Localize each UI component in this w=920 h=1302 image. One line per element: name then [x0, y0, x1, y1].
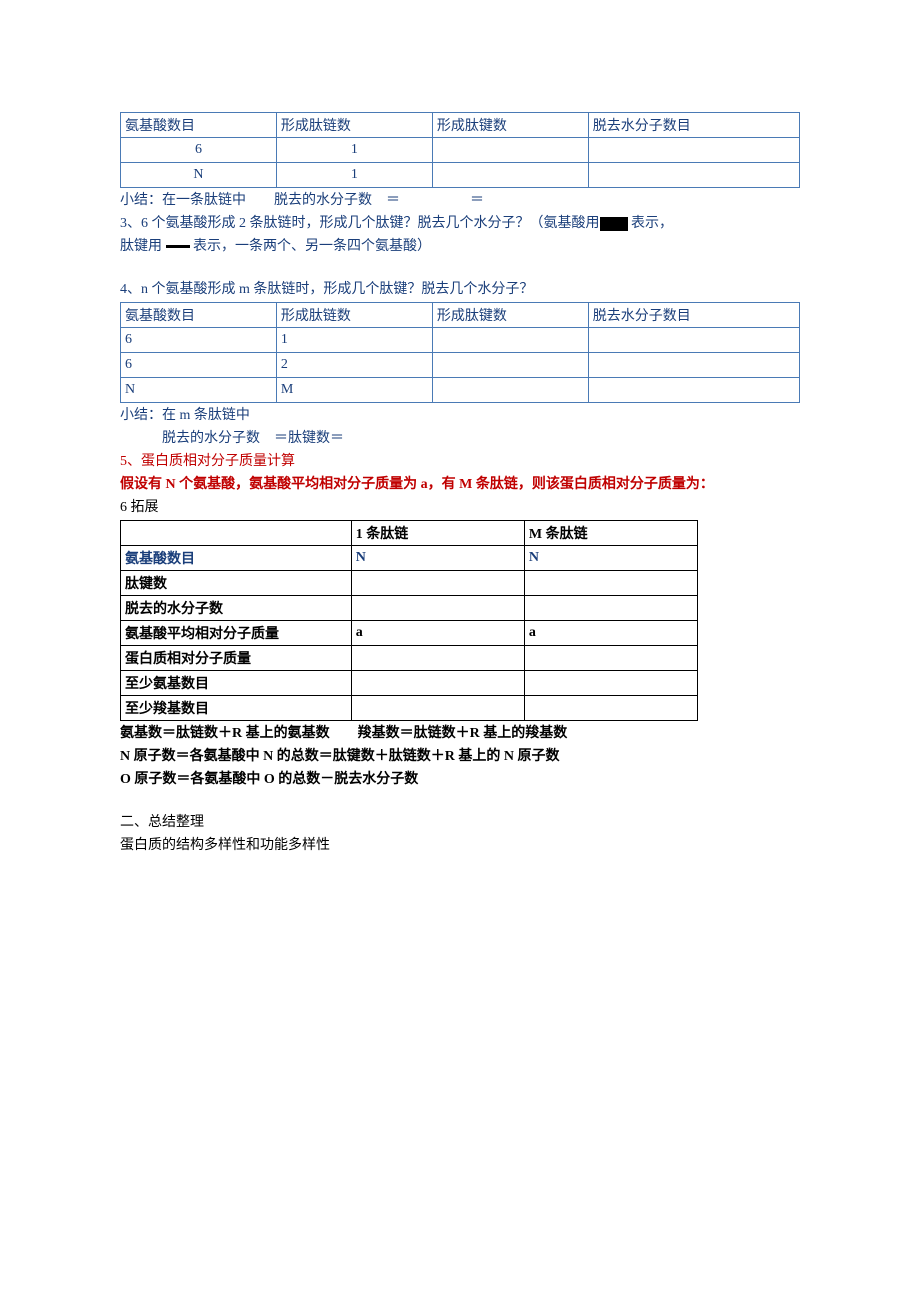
formula-text-2: N 原子数＝各氨基酸中 N 的总数＝肽键数＋肽链数＋R 基上的 N 原子数: [120, 746, 800, 767]
summary-text-2b: 脱去的水分子数 ＝肽键数＝: [120, 428, 800, 449]
table-row: N 1: [121, 163, 800, 188]
row-label: 氨基酸平均相对分子质量: [121, 621, 352, 646]
cell: [588, 328, 799, 353]
cell: [432, 353, 588, 378]
table-row: 至少氨基数目: [121, 671, 698, 696]
table-row: 氨基酸数目 形成肽链数 形成肽键数 脱去水分子数目: [121, 113, 800, 138]
table-row: 肽键数: [121, 571, 698, 596]
text: 表示，: [628, 216, 674, 231]
document-page: 氨基酸数目 形成肽链数 形成肽键数 脱去水分子数目 6 1 N 1 小结：在一条…: [0, 0, 920, 938]
table-row: 氨基酸数目 形成肽链数 形成肽键数 脱去水分子数目: [121, 303, 800, 328]
table-row: 脱去的水分子数: [121, 596, 698, 621]
header-cell: 形成肽键数: [432, 303, 588, 328]
cell: 1: [276, 328, 432, 353]
cell: N: [351, 546, 524, 571]
table-row: 氨基酸平均相对分子质量 a a: [121, 621, 698, 646]
cell: [432, 163, 588, 188]
section-2-text: 蛋白质的结构多样性和功能多样性: [120, 835, 800, 856]
cell: [524, 696, 697, 721]
cell: N: [121, 163, 277, 188]
cell: [588, 378, 799, 403]
row-label: 至少羧基数目: [121, 696, 352, 721]
cell: 6: [121, 328, 277, 353]
table-row: 蛋白质相对分子质量: [121, 646, 698, 671]
cell: [588, 353, 799, 378]
spacer: [120, 259, 800, 277]
cell: N: [524, 546, 697, 571]
question-4: 4、n 个氨基酸形成 m 条肽链时，形成几个肽键？脱去几个水分子？: [120, 279, 800, 300]
header-cell: 氨基酸数目: [121, 303, 277, 328]
cell: [351, 671, 524, 696]
cell: a: [351, 621, 524, 646]
table-row: 6 2: [121, 353, 800, 378]
table-row: 氨基酸数目 N N: [121, 546, 698, 571]
formula-text-3: O 原子数＝各氨基酸中 O 的总数－脱去水分子数: [120, 769, 800, 790]
header-cell: 氨基酸数目: [121, 113, 277, 138]
header-cell: 1 条肽链: [351, 521, 524, 546]
assumption-text: 假设有 N 个氨基酸，氨基酸平均相对分子质量为 a，有 M 条肽链，则该蛋白质相…: [120, 474, 800, 495]
table-row: N M: [121, 378, 800, 403]
cell: [351, 646, 524, 671]
text: 肽键用: [120, 239, 166, 254]
row-label: 氨基酸数目: [121, 546, 352, 571]
question-3: 3、6 个氨基酸形成 2 条肽链时，形成几个肽键？脱去几个水分子？（氨基酸用 表…: [120, 213, 800, 234]
table-row: 1 条肽链 M 条肽链: [121, 521, 698, 546]
header-cell: M 条肽链: [524, 521, 697, 546]
cell: [432, 378, 588, 403]
text: 3、6 个氨基酸形成 2 条肽链时，形成几个肽键？脱去几个水分子？（氨基酸用: [120, 216, 600, 231]
cell: [588, 163, 799, 188]
cell: [432, 328, 588, 353]
cell: [588, 138, 799, 163]
cell: M: [276, 378, 432, 403]
row-label: 肽键数: [121, 571, 352, 596]
cell: 6: [121, 353, 277, 378]
spacer: [120, 792, 800, 810]
table-2: 氨基酸数目 形成肽链数 形成肽键数 脱去水分子数目 6 1 6 2 N M: [120, 302, 800, 403]
text: 表示，一条两个、另一条四个氨基酸）: [190, 239, 432, 254]
cell: [351, 696, 524, 721]
table-row: 6 1: [121, 138, 800, 163]
header-cell: 形成肽键数: [432, 113, 588, 138]
cell: 1: [276, 163, 432, 188]
table-1: 氨基酸数目 形成肽链数 形成肽键数 脱去水分子数目 6 1 N 1: [120, 112, 800, 188]
summary-text-2a: 小结：在 m 条肽链中: [120, 405, 800, 426]
row-label: 至少氨基数目: [121, 671, 352, 696]
header-cell: 脱去水分子数目: [588, 113, 799, 138]
cell: [351, 571, 524, 596]
section-2-heading: 二、总结整理: [120, 812, 800, 833]
header-cell: 形成肽链数: [276, 303, 432, 328]
cell: [351, 596, 524, 621]
cell: a: [524, 621, 697, 646]
cell: [524, 571, 697, 596]
summary-text-1: 小结：在一条肽链中 脱去的水分子数 ＝ ＝: [120, 190, 800, 211]
header-cell: [121, 521, 352, 546]
row-label: 蛋白质相对分子质量: [121, 646, 352, 671]
cell: N: [121, 378, 277, 403]
table-3: 1 条肽链 M 条肽链 氨基酸数目 N N 肽键数 脱去的水分子数 氨基酸平均相…: [120, 520, 698, 721]
table-row: 至少羧基数目: [121, 696, 698, 721]
line-icon: [166, 245, 190, 248]
heading-5: 5、蛋白质相对分子质量计算: [120, 451, 800, 472]
formula-text-1: 氨基数＝肽链数＋R 基上的氨基数 羧基数＝肽链数＋R 基上的羧基数: [120, 723, 800, 744]
cell: [524, 671, 697, 696]
cell: 6: [121, 138, 277, 163]
table-row: 6 1: [121, 328, 800, 353]
cell: [432, 138, 588, 163]
header-cell: 脱去水分子数目: [588, 303, 799, 328]
header-cell: 形成肽链数: [276, 113, 432, 138]
row-label: 脱去的水分子数: [121, 596, 352, 621]
cell: 2: [276, 353, 432, 378]
heading-6: 6 拓展: [120, 497, 800, 518]
cell: [524, 596, 697, 621]
cell: [524, 646, 697, 671]
cell: 1: [276, 138, 432, 163]
black-box-icon: [600, 217, 628, 231]
question-3-cont: 肽键用 表示，一条两个、另一条四个氨基酸）: [120, 236, 800, 257]
